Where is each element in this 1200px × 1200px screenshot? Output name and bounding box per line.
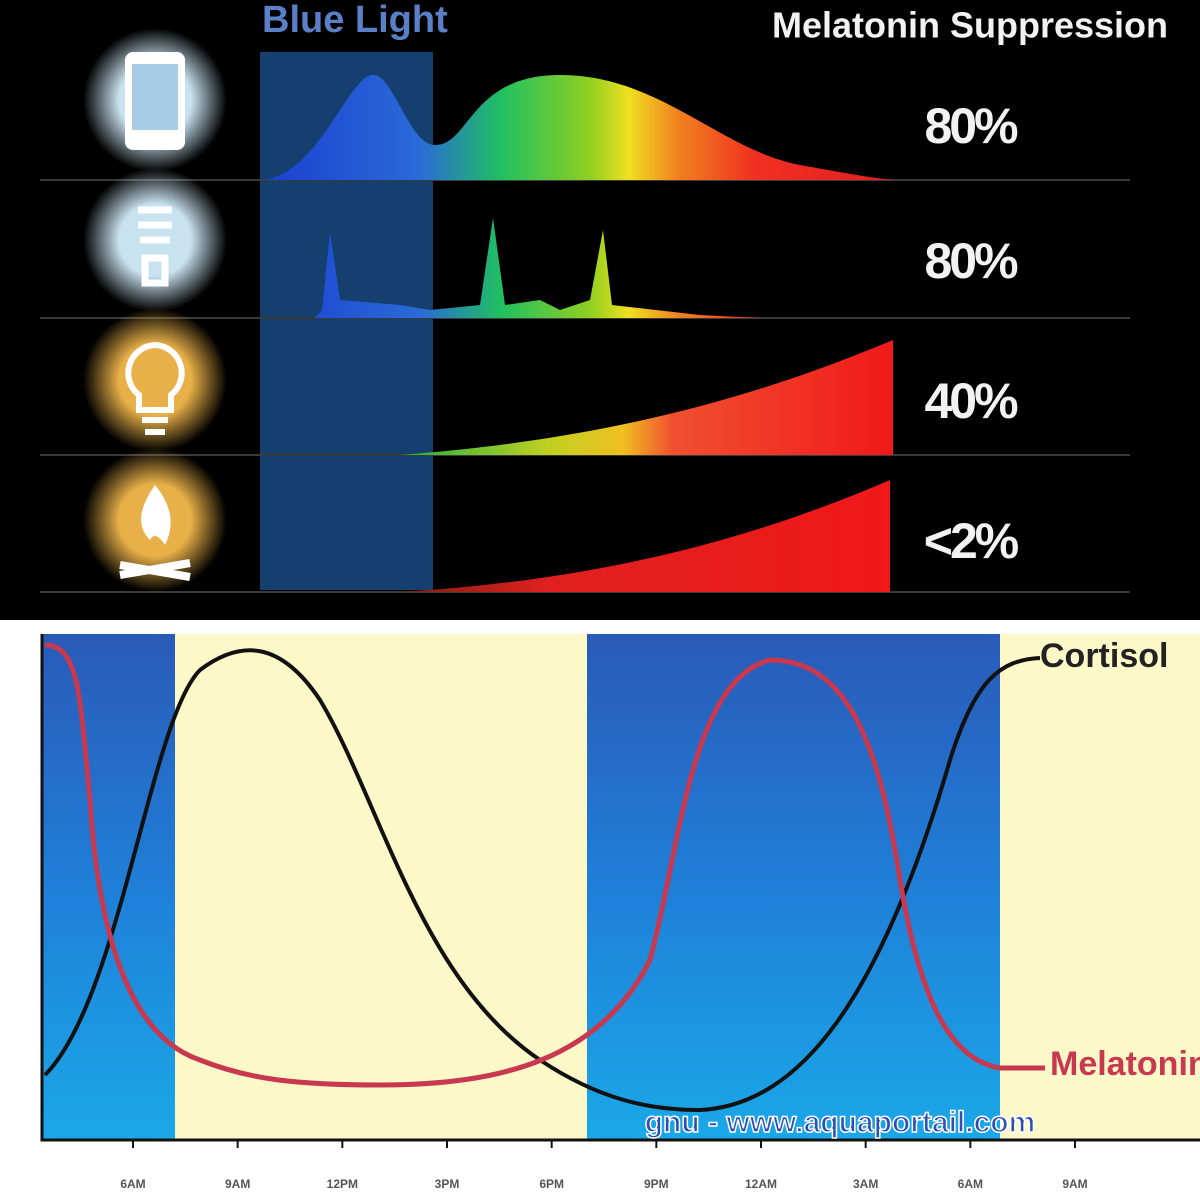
suppression-value: 40% <box>924 373 1018 429</box>
curve-label: Melatonin <box>1050 1045 1200 1083</box>
x-tick-label: 12AM <box>745 1177 777 1191</box>
x-tick-label: 6PM <box>539 1177 564 1191</box>
spectra <box>262 74 895 592</box>
melatonin-curve <box>44 642 1045 1088</box>
heading-left: Blue Light <box>262 0 448 41</box>
suppression-value: <2% <box>924 513 1019 569</box>
x-tick-label: 9AM <box>225 1177 250 1191</box>
x-tick-label: 3PM <box>435 1177 460 1191</box>
icons <box>83 28 227 592</box>
axes <box>40 634 1200 1142</box>
night-band <box>587 634 1000 1140</box>
x-tick-label: 9PM <box>644 1177 669 1191</box>
suppression-value: 80% <box>924 98 1018 154</box>
night-band <box>42 634 175 1140</box>
x-tick-label: 3AM <box>853 1177 878 1191</box>
x-tick-label: 9AM <box>1062 1177 1087 1191</box>
suppression-value: 80% <box>924 233 1018 289</box>
x-tick-label: 12PM <box>327 1177 358 1191</box>
curve-label: Cortisol <box>1040 637 1168 675</box>
watermark: gnu - www.aquaportail.com <box>645 1106 1036 1139</box>
x-tick-label: 6AM <box>120 1177 145 1191</box>
x-tick-label: 6AM <box>958 1177 983 1191</box>
heading-right: Melatonin Suppression <box>772 5 1168 46</box>
cortisol-curve <box>43 648 1041 1113</box>
